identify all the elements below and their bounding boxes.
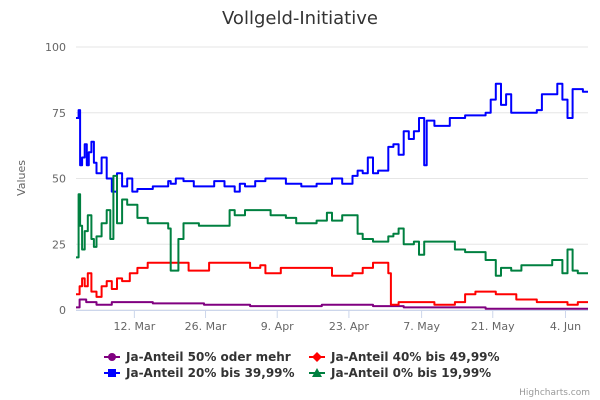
legend: Ja-Anteil 50% oder mehr Ja-Anteil 40% bis… <box>104 350 500 380</box>
x-tick-label-6: 4. Jun <box>550 320 581 333</box>
y-tick-label-25: 25 <box>52 238 66 251</box>
y-tick-label-50: 50 <box>52 173 66 186</box>
legend-item-1[interactable]: Ja-Anteil 40% bis 49,99% <box>309 350 500 364</box>
x-tick-label-5: 21. May <box>471 320 515 333</box>
legend-item-0[interactable]: Ja-Anteil 50% oder mehr <box>104 350 291 364</box>
series-line-1[interactable] <box>76 261 588 306</box>
credits-text[interactable]: Highcharts.com <box>519 388 590 398</box>
y-tick-label-100: 100 <box>45 41 66 54</box>
legend-item-2[interactable]: Ja-Anteil 20% bis 39,99% <box>104 366 295 380</box>
legend-marker-0 <box>108 353 116 361</box>
legend-label-1: Ja-Anteil 40% bis 49,99% <box>330 350 500 364</box>
y-tick-label-0: 0 <box>59 304 66 317</box>
legend-label-2: Ja-Anteil 20% bis 39,99% <box>125 366 295 380</box>
y-tick-label-75: 75 <box>52 107 66 120</box>
x-tick-label-0: 12. Mar <box>113 320 155 333</box>
chart-title: Vollgeld-Initiative <box>222 8 378 29</box>
series-line-3[interactable] <box>76 174 588 277</box>
legend-label-3: Ja-Anteil 0% bis 19,99% <box>330 366 491 380</box>
series-line-2[interactable] <box>76 82 588 193</box>
x-tick-label-2: 9. Apr <box>261 320 294 333</box>
y-axis-title: Values <box>15 160 28 196</box>
legend-marker-1 <box>312 352 322 362</box>
x-axis-ticks: 12. Mar 26. Mar 9. Apr 23. Apr 7. May 21. May… <box>113 310 581 333</box>
legend-marker-3 <box>312 368 322 377</box>
series-line-0[interactable] <box>76 298 588 310</box>
legend-item-3[interactable]: Ja-Anteil 0% bis 19,99% <box>309 366 491 380</box>
x-tick-label-1: 26. Mar <box>185 320 227 333</box>
legend-marker-2 <box>108 369 116 377</box>
x-tick-label-4: 7. May <box>403 320 440 333</box>
y-axis-ticks: 0 25 50 75 100 <box>45 41 66 317</box>
legend-label-0: Ja-Anteil 50% oder mehr <box>125 350 291 364</box>
x-tick-label-3: 23. Apr <box>329 320 369 333</box>
series-layer <box>76 82 588 310</box>
